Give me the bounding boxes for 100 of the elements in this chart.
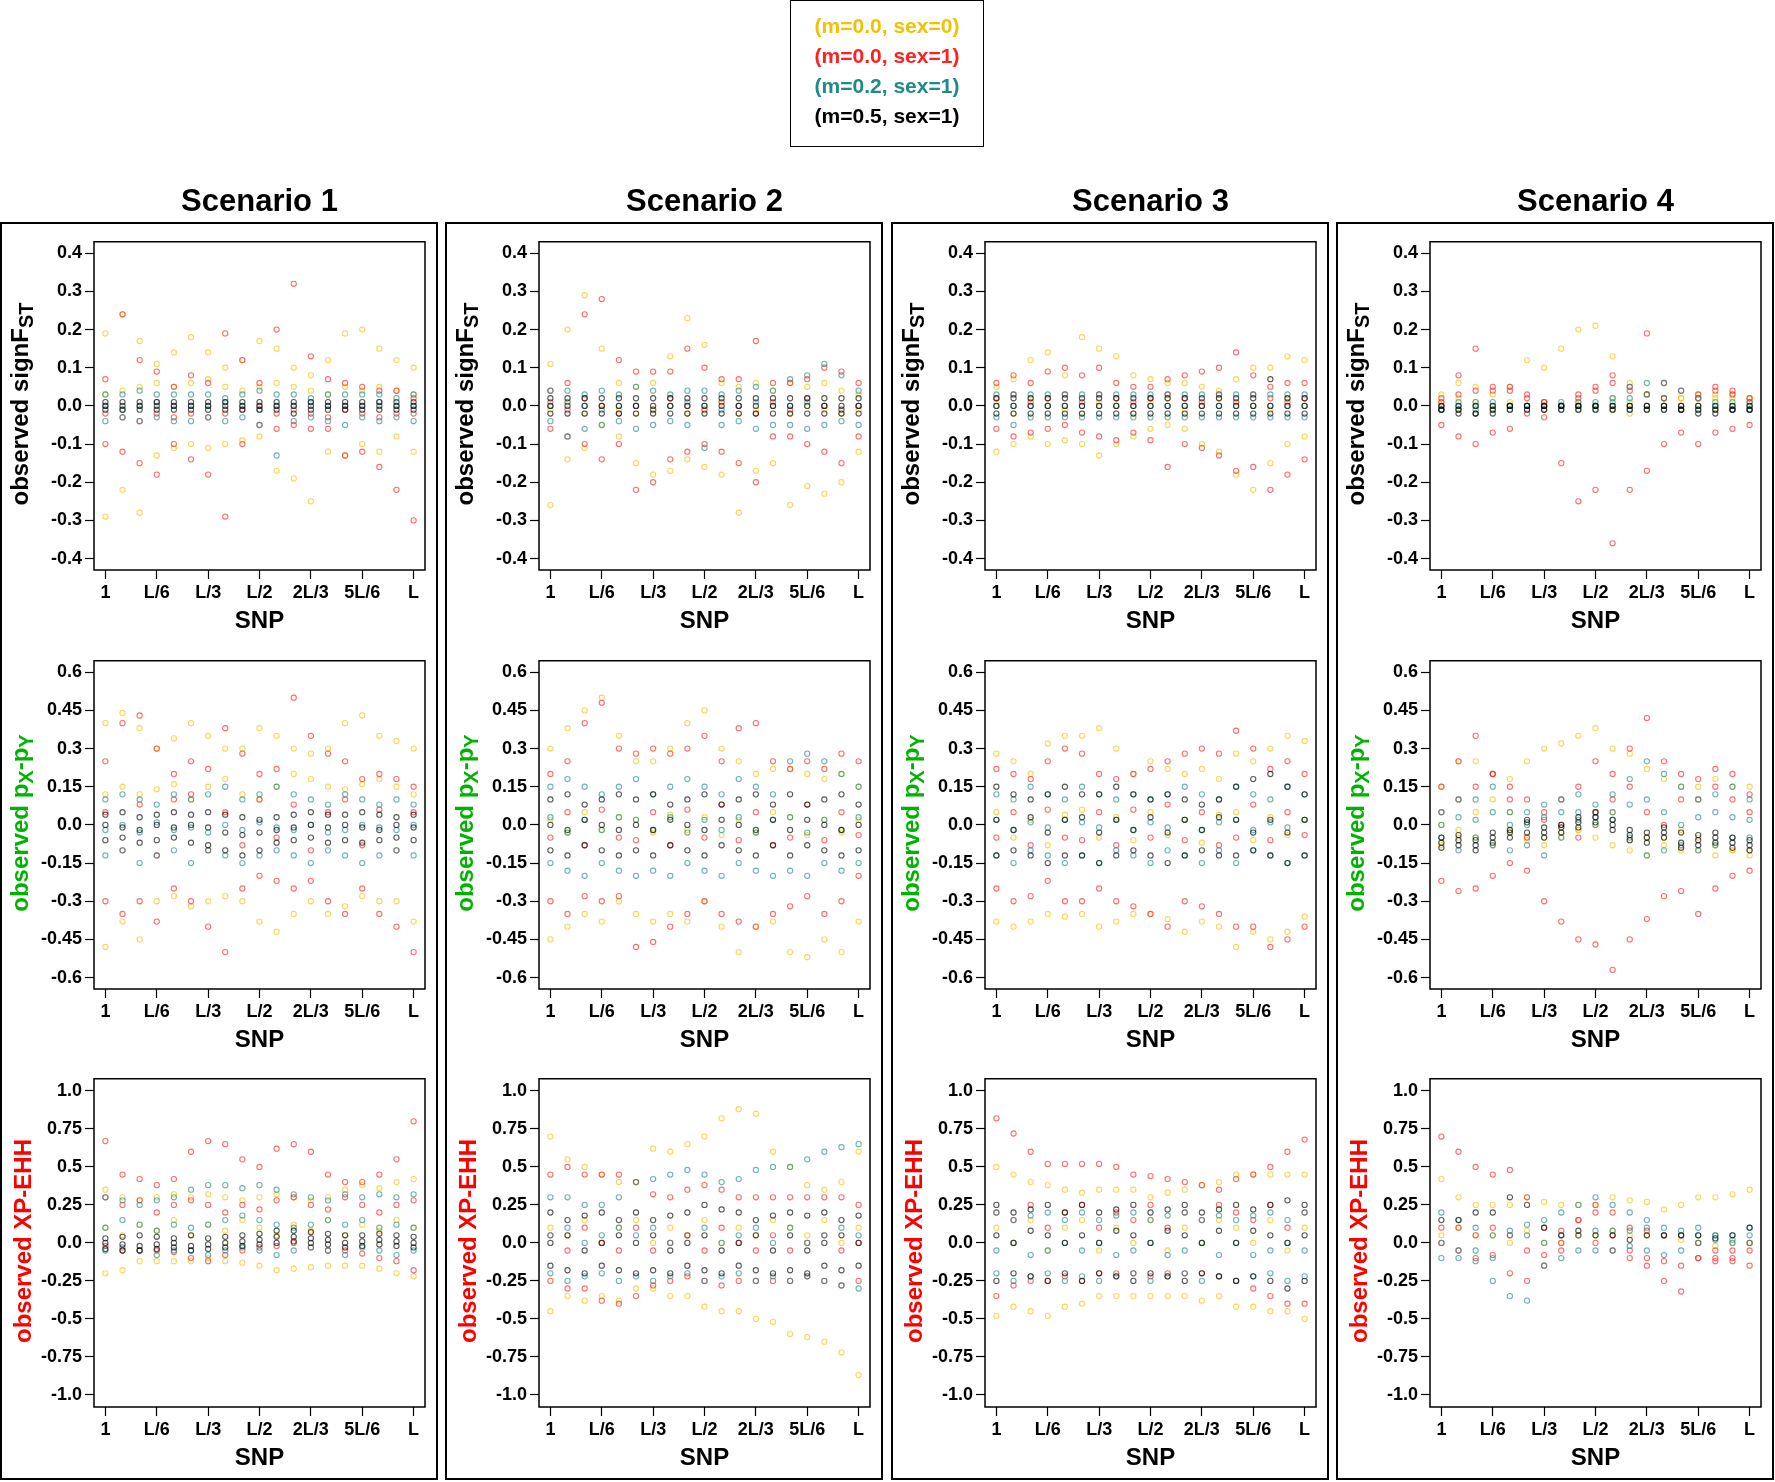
- x-axis-title: SNP: [1570, 1443, 1621, 1471]
- x-tick-label: L/3: [1086, 1000, 1113, 1021]
- y-tick-label: 1.0: [56, 1079, 82, 1100]
- x-tick-label: L: [1744, 1418, 1756, 1439]
- x-tick-label: 2L/3: [1183, 1000, 1220, 1021]
- chart-title: Scenario 3: [1072, 183, 1229, 219]
- x-tick-label: 1: [1436, 581, 1447, 602]
- x-tick-label: L: [853, 1418, 865, 1439]
- x-tick-label: L/2: [1582, 1000, 1609, 1021]
- x-tick-label: L/2: [1137, 1000, 1164, 1021]
- y-tick-label: -0.1: [941, 433, 973, 454]
- x-tick-label: 1: [991, 1000, 1002, 1021]
- x-tick-label: 2L/3: [737, 581, 774, 602]
- x-tick-label: 2L/3: [1183, 1418, 1220, 1439]
- x-tick-label: L: [1299, 1418, 1311, 1439]
- y-tick-label: 0.5: [56, 1155, 82, 1176]
- y-tick-label: 0.0: [947, 813, 973, 834]
- x-tick-label: L/2: [1582, 581, 1609, 602]
- x-tick-label: 5L/6: [789, 1000, 826, 1021]
- y-tick-label: 0.25: [937, 1193, 973, 1214]
- y-tick-label: 0.3: [1392, 280, 1418, 301]
- y-tick-label: -0.1: [1386, 433, 1418, 454]
- x-tick-label: 1: [991, 1418, 1002, 1439]
- y-tick-label: -0.5: [1386, 1307, 1418, 1328]
- y-tick-label: 0.0: [1392, 813, 1418, 834]
- y-tick-label: -0.3: [50, 890, 82, 911]
- x-tick-label: L: [408, 1418, 420, 1439]
- x-tick-label: L/2: [691, 1000, 718, 1021]
- y-tick-label: 0.4: [947, 242, 973, 263]
- x-tick-label: L: [1299, 1000, 1311, 1021]
- x-tick-label: L/6: [1034, 1000, 1061, 1021]
- chart-title: Scenario 4: [1517, 183, 1674, 219]
- y-tick-label: 0.6: [501, 661, 527, 682]
- x-tick-label: L/6: [143, 581, 170, 602]
- x-tick-label: L/3: [195, 581, 222, 602]
- y-tick-label: -0.1: [50, 433, 82, 454]
- y-tick-label: -1.0: [50, 1383, 82, 1404]
- y-tick-label: 0.5: [1392, 1155, 1418, 1176]
- x-tick-label: 2L/3: [737, 1418, 774, 1439]
- y-tick-label: -1.0: [1386, 1383, 1418, 1404]
- y-tick-label: -0.4: [50, 547, 82, 568]
- x-tick-label: L/2: [1137, 1418, 1164, 1439]
- y-tick-label: -0.6: [941, 966, 973, 987]
- y-tick-label: -0.4: [941, 547, 973, 568]
- x-tick-label: 5L/6: [789, 1418, 826, 1439]
- x-tick-label: 5L/6: [344, 1000, 381, 1021]
- y-tick-label: 0.2: [947, 318, 973, 339]
- x-tick-label: L/6: [1034, 1418, 1061, 1439]
- x-tick-label: 2L/3: [1628, 1000, 1665, 1021]
- y-tick-label: -1.0: [941, 1383, 973, 1404]
- y-tick-label: 1.0: [1392, 1079, 1418, 1100]
- x-tick-label: 5L/6: [1680, 1418, 1717, 1439]
- chart-title: Scenario 1: [181, 183, 338, 219]
- y-tick-label: 0.6: [56, 661, 82, 682]
- x-tick-label: 1: [100, 581, 111, 602]
- chart-title: Scenario 2: [626, 183, 783, 219]
- x-tick-label: L/2: [691, 1418, 718, 1439]
- y-tick-label: 0.3: [56, 280, 82, 301]
- x-axis-title: SNP: [234, 1025, 285, 1053]
- x-tick-label: L/6: [1479, 1418, 1506, 1439]
- x-axis-title: SNP: [1125, 1025, 1176, 1053]
- y-tick-label: -0.6: [1386, 966, 1418, 987]
- x-tick-label: L/3: [1086, 1418, 1113, 1439]
- y-tick-label: 0.0: [56, 813, 82, 834]
- y-tick-label: 0.15: [491, 775, 527, 796]
- x-tick-label: L/3: [640, 581, 667, 602]
- x-tick-label: L/2: [246, 1418, 273, 1439]
- y-tick-label: -0.5: [941, 1307, 973, 1328]
- x-tick-label: L: [1744, 1000, 1756, 1021]
- x-axis-title: SNP: [234, 606, 285, 634]
- x-axis-title: SNP: [1570, 606, 1621, 634]
- text: (m=0.0, sex=1): [813, 43, 961, 69]
- x-tick-label: L/6: [1479, 1000, 1506, 1021]
- x-tick-label: L/6: [588, 581, 615, 602]
- x-tick-label: L/3: [1531, 1000, 1558, 1021]
- x-tick-label: 2L/3: [292, 581, 329, 602]
- x-tick-label: 1: [545, 1418, 556, 1439]
- y-tick-label: -0.1: [495, 433, 527, 454]
- x-tick-label: L/2: [1137, 581, 1164, 602]
- x-tick-label: L: [1744, 581, 1756, 602]
- y-tick-label: -0.75: [40, 1345, 82, 1366]
- y-tick-label: 0.0: [501, 813, 527, 834]
- x-tick-label: L/6: [588, 1418, 615, 1439]
- x-tick-label: 5L/6: [1235, 1000, 1272, 1021]
- y-tick-label: 0.4: [1392, 242, 1418, 263]
- y-tick-label: -0.45: [931, 928, 973, 949]
- x-tick-label: L/3: [640, 1418, 667, 1439]
- y-tick-label: 0.0: [501, 394, 527, 415]
- y-tick-label: 0.0: [947, 394, 973, 415]
- y-tick-label: 0.15: [46, 775, 82, 796]
- y-tick-label: 0.45: [937, 699, 973, 720]
- x-tick-label: L/3: [195, 1000, 222, 1021]
- y-tick-label: 0.2: [501, 318, 527, 339]
- x-tick-label: 2L/3: [1628, 1418, 1665, 1439]
- x-axis-title: SNP: [679, 1443, 730, 1471]
- y-tick-label: 0.45: [491, 699, 527, 720]
- y-tick-label: 0.2: [56, 318, 82, 339]
- y-axis-title: observed XP-EHH: [900, 1138, 927, 1344]
- y-axis-title: observed XP-EHH: [9, 1138, 36, 1344]
- x-tick-label: 2L/3: [737, 1000, 774, 1021]
